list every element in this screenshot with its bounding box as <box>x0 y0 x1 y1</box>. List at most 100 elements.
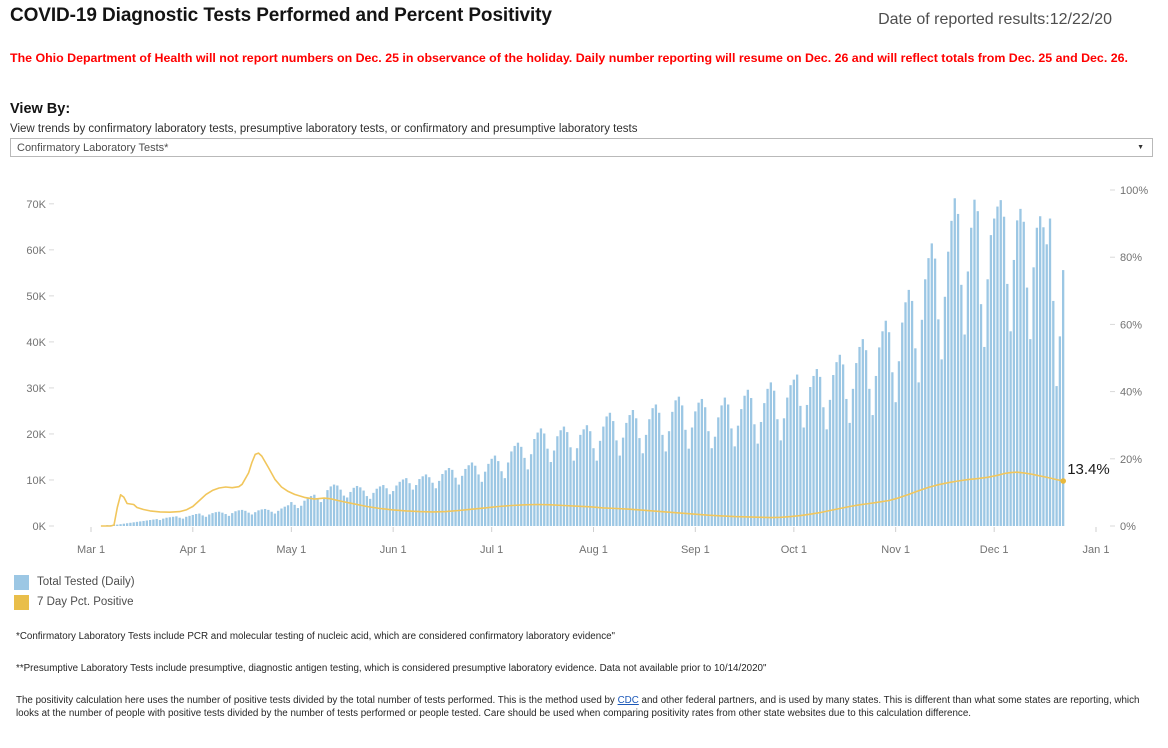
tested-bar[interactable] <box>996 206 999 526</box>
tested-bar[interactable] <box>467 465 470 526</box>
tested-bar[interactable] <box>644 434 648 526</box>
tested-bar[interactable] <box>759 421 763 526</box>
tested-bar[interactable] <box>1009 331 1012 526</box>
tested-bar[interactable] <box>477 474 480 526</box>
tested-bar[interactable] <box>887 332 891 526</box>
tested-bar[interactable] <box>832 375 835 526</box>
tested-bar[interactable] <box>132 522 135 526</box>
tested-bar[interactable] <box>240 509 244 526</box>
tested-bar[interactable] <box>582 429 585 526</box>
tested-bar[interactable] <box>848 422 851 526</box>
tested-bar[interactable] <box>976 211 979 527</box>
tested-bar[interactable] <box>753 424 756 526</box>
tested-bar[interactable] <box>260 509 263 526</box>
tested-bar[interactable] <box>667 431 671 526</box>
tested-bar[interactable] <box>1035 227 1039 527</box>
tested-bar[interactable] <box>208 514 211 526</box>
tested-bar[interactable] <box>592 448 595 526</box>
tested-bar[interactable] <box>431 482 434 526</box>
tested-bar[interactable] <box>378 486 382 526</box>
tested-bar[interactable] <box>434 488 437 526</box>
tested-bar[interactable] <box>293 504 296 526</box>
tested-bar[interactable] <box>116 524 119 526</box>
tested-bar[interactable] <box>464 468 467 526</box>
tested-bar[interactable] <box>723 397 727 526</box>
tested-bar[interactable] <box>142 520 145 526</box>
tested-bar[interactable] <box>805 404 809 526</box>
tested-bar[interactable] <box>884 320 887 526</box>
tested-bar[interactable] <box>809 387 812 526</box>
tested-bar[interactable] <box>162 518 165 526</box>
tested-bar[interactable] <box>411 489 415 526</box>
tested-bar[interactable] <box>300 505 303 526</box>
tested-bar[interactable] <box>681 405 684 526</box>
tested-bar[interactable] <box>497 461 500 526</box>
tested-bar[interactable] <box>589 431 592 526</box>
tested-bar[interactable] <box>158 520 162 526</box>
tested-bar[interactable] <box>319 502 323 526</box>
tested-bar[interactable] <box>277 510 280 526</box>
tested-bar[interactable] <box>194 514 198 526</box>
tested-bar[interactable] <box>539 428 543 526</box>
tested-bar[interactable] <box>332 484 336 526</box>
tested-bar[interactable] <box>401 479 405 526</box>
tested-bar[interactable] <box>713 436 717 526</box>
tested-bar[interactable] <box>802 427 805 527</box>
tested-bar[interactable] <box>894 402 897 526</box>
tested-bar[interactable] <box>792 379 795 526</box>
tested-bar[interactable] <box>323 497 326 526</box>
tested-bar[interactable] <box>638 438 641 526</box>
tested-bar[interactable] <box>717 417 720 526</box>
tested-bar[interactable] <box>188 515 191 526</box>
tested-bar[interactable] <box>451 469 454 526</box>
tested-bar[interactable] <box>736 425 740 526</box>
tested-bar[interactable] <box>231 513 234 526</box>
tested-bar[interactable] <box>355 485 359 526</box>
tested-bar[interactable] <box>970 227 973 527</box>
tested-bar[interactable] <box>602 426 605 526</box>
tested-bar[interactable] <box>309 496 313 526</box>
tested-bar[interactable] <box>546 448 549 526</box>
tested-bar[interactable] <box>766 388 769 526</box>
tested-bar[interactable] <box>523 457 526 526</box>
tested-bar[interactable] <box>654 404 658 526</box>
tested-bar[interactable] <box>864 350 868 526</box>
tested-bar[interactable] <box>743 395 746 526</box>
tested-bar[interactable] <box>513 445 516 526</box>
tested-bar[interactable] <box>447 468 451 526</box>
tested-bar[interactable] <box>779 440 782 526</box>
tested-bar[interactable] <box>933 258 937 526</box>
tested-bar[interactable] <box>950 220 953 526</box>
tested-bar[interactable] <box>878 347 881 526</box>
tested-bar[interactable] <box>122 523 125 526</box>
tested-bar[interactable] <box>966 271 970 526</box>
tested-bar[interactable] <box>306 497 309 526</box>
tested-bar[interactable] <box>201 515 204 526</box>
tested-bar[interactable] <box>493 455 497 526</box>
tested-bar[interactable] <box>618 455 621 526</box>
tested-bar[interactable] <box>286 505 290 526</box>
tested-bar[interactable] <box>897 361 901 526</box>
tested-bar[interactable] <box>217 511 221 526</box>
tested-bar[interactable] <box>625 422 628 526</box>
tested-bar[interactable] <box>979 304 983 526</box>
tested-bar[interactable] <box>529 454 533 526</box>
tested-bar[interactable] <box>704 407 707 526</box>
tested-bar[interactable] <box>901 322 904 526</box>
tested-bar[interactable] <box>474 465 477 526</box>
tested-bar[interactable] <box>250 514 254 526</box>
tested-bar[interactable] <box>615 440 618 526</box>
tested-bar[interactable] <box>470 462 474 526</box>
tested-bar[interactable] <box>559 430 562 526</box>
tested-bar[interactable] <box>1042 227 1045 526</box>
tested-bar[interactable] <box>851 388 855 526</box>
tested-bar[interactable] <box>786 397 789 526</box>
tested-bar[interactable] <box>329 486 332 526</box>
tested-bar[interactable] <box>1025 287 1029 526</box>
tested-bar[interactable] <box>674 400 677 526</box>
tested-bar[interactable] <box>1058 336 1062 526</box>
tested-bar[interactable] <box>155 519 158 526</box>
tested-bar[interactable] <box>503 478 506 526</box>
positivity-line[interactable] <box>100 452 1064 527</box>
tested-bar[interactable] <box>825 429 828 526</box>
